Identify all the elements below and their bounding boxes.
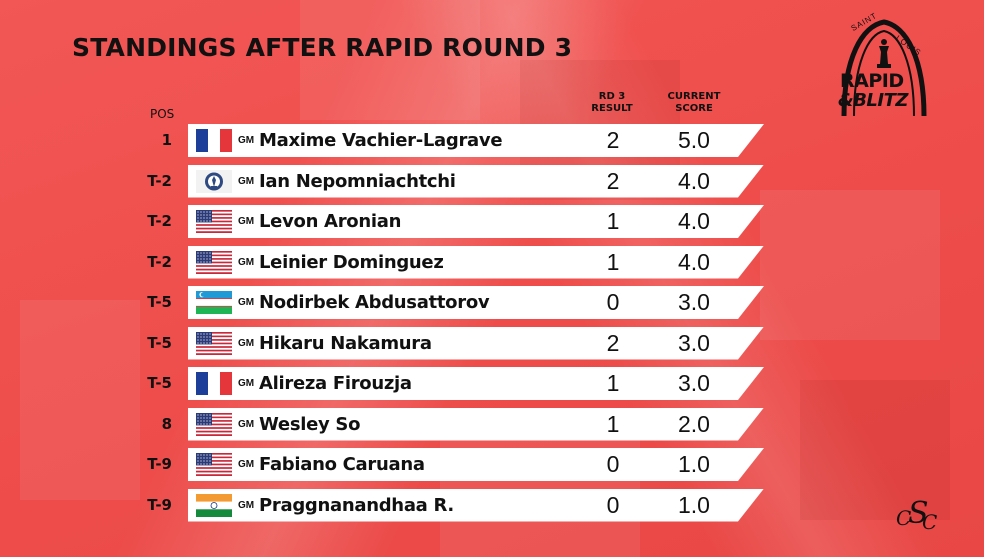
position-cell: T-9	[147, 455, 172, 473]
position-cell: T-5	[147, 293, 172, 311]
position-cell: T-5	[147, 333, 172, 352]
player-name: Levon Aronian	[259, 211, 402, 232]
current-score: 4.0	[678, 248, 710, 275]
player-bar: GM Praggnanandhaa R. 0 1.0	[188, 489, 764, 522]
player-bar: GM Hikaru Nakamura 2 3.0	[188, 327, 764, 360]
round-result: 1	[606, 248, 620, 275]
gm-title: GM	[238, 297, 255, 308]
table-row: 8 GM Wesley So 1 2.0	[0, 408, 984, 441]
rapid-blitz-logo: SAINT LOUIS RAPID &BLITZ	[832, 11, 937, 118]
current-score: 1.0	[678, 451, 710, 477]
current-score: 3.0	[678, 289, 710, 315]
footer-logo-letter: C	[896, 506, 912, 530]
gm-title: GM	[238, 459, 255, 470]
score-header-line1: CURRENT	[667, 91, 721, 102]
rd3-header-line1: RD 3	[598, 91, 626, 102]
round-result: 1	[606, 208, 620, 234]
current-score: 1.0	[678, 491, 710, 518]
usa-flag-icon	[196, 332, 232, 355]
player-name: Praggnanandhaa R.	[259, 494, 454, 516]
player-name: Wesley So	[259, 413, 361, 435]
rd3-header-line2: RESULT	[591, 103, 633, 114]
round-result: 2	[606, 329, 620, 356]
uzbekistan-flag-icon	[196, 291, 232, 314]
table-row: T-5 GM Hikaru Nakamura 2 3.0	[0, 327, 984, 360]
france-flag-icon	[196, 372, 232, 395]
position-cell: T-2	[147, 212, 172, 230]
table-row: T-2 GM Ian Nepomniachtchi 2 4.0	[0, 165, 984, 198]
current-score: 2.0	[678, 410, 710, 437]
current-score: 3.0	[678, 370, 710, 396]
gm-title: GM	[238, 499, 255, 511]
france-flag-icon	[196, 129, 232, 152]
position-cell: T-9	[147, 495, 172, 514]
fide-flag-icon	[196, 170, 232, 193]
cslc-logo: C S C	[894, 496, 940, 538]
logo-blitz-text: &BLITZ	[838, 90, 908, 111]
player-name: Maxime Vachier-Lagrave	[259, 130, 503, 151]
player-name: Fabiano Caruana	[259, 454, 425, 475]
player-bar: GM Wesley So 1 2.0	[188, 408, 764, 441]
player-bar: GM Nodirbek Abdusattorov 0 3.0	[188, 286, 764, 319]
round-result: 0	[606, 451, 620, 477]
current-score-header: CURRENT SCORE	[664, 91, 724, 115]
current-score: 4.0	[678, 167, 710, 194]
usa-flag-icon	[196, 413, 232, 436]
player-bar: GM Levon Aronian 1 4.0	[188, 205, 764, 238]
table-row: T-5 GM Alireza Firouzja 1 3.0	[0, 367, 984, 400]
gm-title: GM	[238, 337, 255, 349]
current-score: 3.0	[678, 329, 710, 356]
gm-title: GM	[238, 418, 255, 430]
position-cell: T-5	[147, 374, 172, 392]
round-result: 1	[606, 410, 620, 437]
usa-flag-icon	[196, 251, 232, 274]
round-result: 2	[606, 127, 620, 153]
footer-logo-letter: C	[922, 510, 938, 534]
gm-title: GM	[238, 216, 255, 227]
player-name: Leinier Dominguez	[259, 251, 444, 273]
player-name: Nodirbek Abdusattorov	[259, 292, 490, 313]
pos-header: POS	[150, 107, 175, 121]
round-result: 1	[606, 370, 620, 396]
usa-flag-icon	[196, 453, 232, 476]
table-row: T-9 GM Praggnanandhaa R. 0 1.0	[0, 489, 984, 522]
india-flag-icon	[196, 494, 232, 517]
table-row: T-2 GM Levon Aronian 1 4.0	[0, 205, 984, 238]
position-cell: T-2	[147, 171, 172, 190]
player-bar: GM Maxime Vachier-Lagrave 2 5.0	[188, 124, 764, 157]
player-name: Alireza Firouzja	[259, 373, 412, 394]
player-bar: GM Alireza Firouzja 1 3.0	[188, 367, 764, 400]
round-result: 0	[606, 289, 620, 315]
rd3-result-header: RD 3 RESULT	[587, 91, 637, 115]
gm-title: GM	[238, 256, 255, 268]
player-bar: GM Leinier Dominguez 1 4.0	[188, 246, 764, 279]
table-row: T-5 GM Nodirbek Abdusattorov 0 3.0	[0, 286, 984, 319]
score-header-line2: SCORE	[675, 103, 713, 114]
player-name: Ian Nepomniachtchi	[259, 170, 456, 192]
page-title: STANDINGS AFTER RAPID ROUND 3	[72, 33, 573, 62]
player-name: Hikaru Nakamura	[259, 332, 432, 354]
arch-icon	[841, 19, 927, 117]
table-row: 1 GM Maxime Vachier-Lagrave 2 5.0	[0, 124, 984, 157]
logo-rapid-text: RAPID	[840, 70, 904, 92]
footer-logo-letter: S	[908, 496, 929, 531]
round-result: 2	[606, 167, 620, 194]
current-score: 5.0	[678, 127, 710, 153]
round-result: 0	[606, 491, 620, 518]
player-bar: GM Ian Nepomniachtchi 2 4.0	[188, 165, 764, 198]
table-row: T-9 GM Fabiano Caruana 0 1.0	[0, 448, 984, 481]
player-bar: GM Fabiano Caruana 0 1.0	[188, 448, 764, 481]
current-score: 4.0	[678, 208, 710, 234]
gm-title: GM	[238, 135, 255, 146]
position-cell: T-2	[147, 252, 172, 271]
position-cell: 1	[161, 131, 172, 149]
position-cell: 8	[161, 414, 172, 433]
gm-title: GM	[238, 175, 255, 187]
usa-flag-icon	[196, 210, 232, 233]
gm-title: GM	[238, 378, 255, 389]
table-row: T-2 GM Leinier Dominguez 1 4.0	[0, 246, 984, 279]
